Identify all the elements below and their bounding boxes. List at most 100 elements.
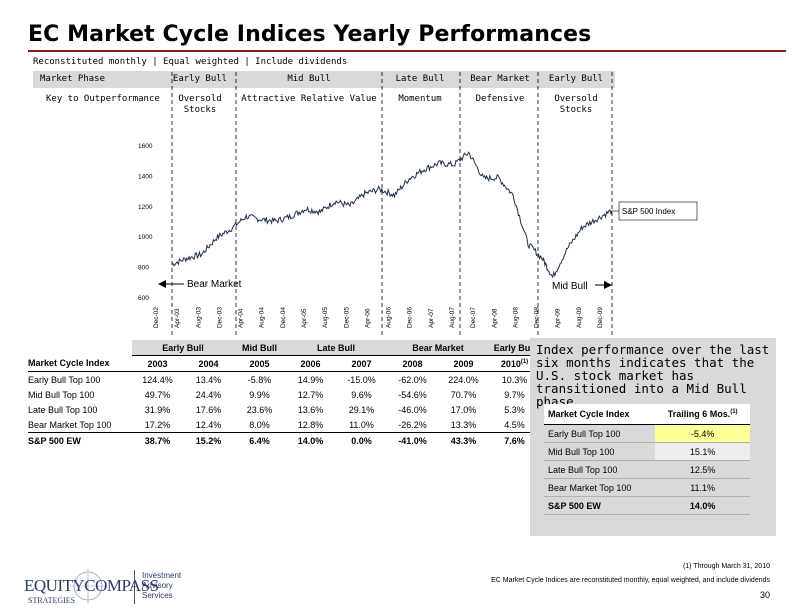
perf-cell: -26.2% [398,419,427,430]
x-tick-label: Dec-04 [280,307,287,328]
table-row: Late Bull Top 100 12.5% [544,460,750,479]
side-row-name: S&P 500 EW [544,496,656,515]
perf-row-name: Bear Market Top 100 [28,419,112,430]
outperformance-key-1: Attractive Relative Value [241,94,377,104]
logo-tagline: Investment Advisory Services [142,571,182,600]
x-tick-label: Apr-03 [174,308,181,328]
y-tick-label: 1000 [138,234,153,241]
perf-cell: 12.4% [195,419,222,430]
perf-cell: 38.7% [132,432,183,448]
perf-cell: -46.0% [398,404,427,415]
index-label: S&P 500 Index [622,207,675,216]
logo-subtitle: STRATEGIES [28,596,76,605]
x-tick-label: Aug-06 [386,307,393,328]
x-tick-label: Dec-07 [470,307,477,328]
y-tick-label: 600 [138,295,149,302]
subtitle: Reconstituted monthly | Equal weighted |… [33,57,348,67]
x-tick-label: Aug-05 [322,307,329,328]
perf-cell: 6.4% [234,432,285,448]
perf-cell: 43.3% [438,432,489,448]
perf-year-header: 2009 [438,355,489,372]
y-tick-label: 1600 [138,143,153,150]
side-row-name: Late Bull Top 100 [544,460,656,479]
phase-label-1: Mid Bull [287,74,331,84]
key-outperformance-label: Key to Outperformance [46,94,160,104]
phase-label-2: Late Bull [395,74,445,84]
side-row-value: -5.4% [655,424,750,443]
perf-cell: 9.6% [351,389,372,400]
perf-cell: -5.8% [247,374,272,385]
perf-cell: 14.9% [297,374,324,385]
perf-cell: 17.6% [195,404,222,415]
compass-icon [70,568,106,604]
perf-cell: -62.0% [398,374,427,385]
perf-cell: 13.4% [195,374,222,385]
perf-phase-header-4: Early Bull [489,340,540,356]
logo-wordmark: EQUITYCOMPASS [24,576,159,595]
perf-row-name: Late Bull Top 100 [28,404,98,415]
perf-cell: 17.2% [144,419,171,430]
x-tick-label: Dec-05 [343,307,350,328]
perf-cell: 17.0% [450,404,477,415]
perf-cell: 124.4% [142,374,173,385]
perf-cell: 15.2% [183,432,234,448]
x-tick-label: Apr-06 [364,308,371,328]
footnote-1: (1) Through March 31, 2010 [682,563,770,570]
perf-cell: 224.0% [448,374,479,385]
x-tick-label: Aug-08 [512,307,519,328]
perf-cell: 31.9% [144,404,171,415]
bear-market-label: Bear Market [187,279,242,290]
side-row-value: 12.5% [655,460,750,479]
perf-cell: 23.6% [246,404,273,415]
perf-cell: 12.8% [297,419,324,430]
perf-year-header: 2003 [132,355,183,372]
perf-cell: 70.7% [450,389,477,400]
perf-cell: 5.3% [504,404,525,415]
table-row: Late Bull Top 100 31.9% 17.6% 23.6% 13.6% 29.… [28,402,540,417]
side-row-value: 14.0% [655,496,750,515]
perf-year-header: 2005 [234,355,285,372]
perf-year-header: 2010(1) [489,355,540,372]
perf-cell: 7.6% [489,432,540,448]
x-tick-label: Apr-07 [428,308,435,328]
perf-year-header: 2006 [285,355,336,372]
market-phase-label: Market Phase [40,74,106,84]
x-tick-label: Apr-09 [555,308,562,328]
phase-label-3: Bear Market [470,74,530,84]
perf-cell: 4.5% [504,419,525,430]
side-row-value: 15.1% [655,442,750,461]
table-row: S&P 500 EW 14.0% [544,496,750,515]
perf-year-header: 2004 [183,355,234,372]
perf-row-name: S&P 500 EW [28,432,132,448]
table-row: Mid Bull Top 100 15.1% [544,442,750,461]
performance-table: Early Bull Mid Bull Late Bull Bear Market Ea… [28,340,540,448]
side-row-name: Mid Bull Top 100 [544,442,656,461]
page-number: 30 [759,590,770,600]
perf-cell: -41.0% [387,432,438,448]
x-tick-label: Dec-06 [407,307,414,328]
outperformance-key-3: Defensive [475,94,525,104]
footnote-2: EC Market Cycle Indices are reconstitute… [491,577,770,584]
x-tick-label: Aug-07 [449,307,456,328]
side-row-value: 11.1% [655,478,750,497]
outperformance-key-2: Momentum [398,94,442,104]
perf-cell: 8.0% [249,419,270,430]
perf-cell: -54.6% [398,389,427,400]
x-tick-label: Dec-02 [153,307,160,328]
perf-col-header: Market Cycle Index [28,355,132,372]
side-col2-header: Trailing 6 Mos.(1) [655,404,750,425]
side-row-name: Early Bull Top 100 [544,424,656,443]
table-row: Early Bull Top 100 124.4% 13.4% -5.8% 14.9% -… [28,372,540,388]
outperformance-key-0: Oversold Stocks [178,94,222,115]
side-row-name: Bear Market Top 100 [544,478,656,497]
mid-arrow-head [604,281,612,289]
trailing-table: Market Cycle Index Trailing 6 Mos.(1) Ea… [544,404,750,515]
x-tick-label: Dec-03 [216,307,223,328]
perf-cell: 0.0% [336,432,387,448]
bear-arrow-head [158,280,166,288]
perf-cell: 49.7% [144,389,171,400]
perf-cell: 13.3% [450,419,477,430]
outperformance-key-4: Oversold Stocks [554,94,598,115]
side-panel-text: Index performance over the last six mont… [536,342,770,409]
